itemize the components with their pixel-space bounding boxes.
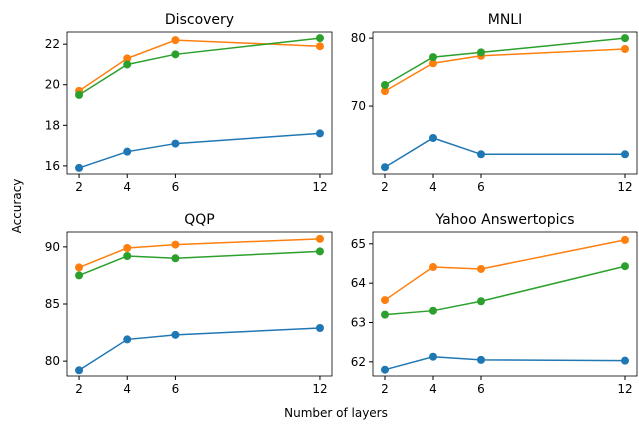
x-tick-label: 2 xyxy=(381,180,389,194)
point xyxy=(75,366,84,375)
point xyxy=(429,352,437,361)
series-line xyxy=(78,250,320,277)
point xyxy=(171,254,180,263)
y-tick-label: 22 xyxy=(45,37,60,51)
series-line xyxy=(384,37,626,86)
x-tick-label: 6 xyxy=(477,382,485,396)
point xyxy=(429,53,437,62)
series-line xyxy=(384,137,625,168)
x-tick-label: 12 xyxy=(312,382,327,396)
point xyxy=(429,306,437,315)
point xyxy=(381,365,389,374)
point xyxy=(477,355,485,364)
point xyxy=(381,163,389,172)
point xyxy=(123,60,132,69)
x-tick-label: 6 xyxy=(477,180,485,194)
point xyxy=(381,80,389,89)
series-line xyxy=(78,132,321,169)
y-tick-label: 63 xyxy=(351,315,366,329)
series-line xyxy=(78,327,320,371)
point xyxy=(315,247,324,256)
x-tick-label: 4 xyxy=(123,180,131,194)
y-tick-label: 20 xyxy=(45,78,60,92)
point xyxy=(123,147,132,156)
point xyxy=(621,150,629,159)
y-tick-label: 65 xyxy=(351,237,366,251)
x-tick-label: 2 xyxy=(381,382,389,396)
point xyxy=(477,297,485,306)
point xyxy=(123,54,132,63)
point xyxy=(621,235,629,244)
point xyxy=(315,34,324,43)
series-line xyxy=(78,37,321,96)
axes-frame xyxy=(372,231,638,377)
y-tick-label: 90 xyxy=(45,240,60,254)
y-tick-label: 70 xyxy=(351,99,366,113)
point xyxy=(381,296,389,305)
point xyxy=(171,139,180,148)
point xyxy=(381,310,389,319)
x-tick-label: 4 xyxy=(429,180,437,194)
axes-frame xyxy=(66,231,333,377)
x-tick-label: 12 xyxy=(617,382,632,396)
point xyxy=(171,240,180,249)
point xyxy=(315,324,324,332)
axes-frame xyxy=(66,31,333,175)
y-tick-label: 80 xyxy=(351,31,366,45)
point xyxy=(315,129,324,138)
point xyxy=(621,44,629,53)
chart-title: Yahoo Answertopics xyxy=(434,212,574,228)
point xyxy=(477,150,485,159)
point xyxy=(315,42,324,51)
point xyxy=(381,87,389,96)
point xyxy=(315,234,324,243)
point xyxy=(429,133,437,142)
series-line xyxy=(78,39,320,92)
chart-title: QQP xyxy=(184,212,214,228)
point xyxy=(477,48,485,57)
x-tick-label: 4 xyxy=(123,382,131,396)
point xyxy=(123,252,132,260)
point xyxy=(123,335,132,344)
point xyxy=(171,50,180,59)
chart-title: MNLI xyxy=(488,12,522,28)
y-tick-label: 64 xyxy=(351,276,366,290)
point xyxy=(171,330,180,339)
point xyxy=(477,264,485,273)
point xyxy=(75,263,84,272)
axes-frame xyxy=(372,31,638,175)
x-axis-label: Number of layers xyxy=(284,406,388,420)
point xyxy=(171,36,180,45)
point xyxy=(75,90,84,99)
y-tick-label: 85 xyxy=(45,297,60,311)
x-tick-label: 2 xyxy=(75,180,83,194)
point xyxy=(429,263,437,272)
x-tick-label: 6 xyxy=(172,180,180,194)
x-tick-label: 12 xyxy=(312,180,327,194)
point xyxy=(75,271,84,280)
series-line xyxy=(384,239,626,301)
series-line xyxy=(78,238,320,269)
point xyxy=(123,244,132,252)
series-line xyxy=(384,355,626,371)
y-axis-label: Accuracy xyxy=(10,179,24,234)
y-tick-label: 62 xyxy=(351,355,366,369)
chart-title: Discovery xyxy=(165,12,234,28)
point xyxy=(429,59,437,68)
y-tick-label: 80 xyxy=(45,354,60,368)
point xyxy=(621,356,629,365)
point xyxy=(621,34,629,43)
x-tick-label: 4 xyxy=(429,382,437,396)
x-tick-label: 2 xyxy=(75,382,83,396)
y-tick-label: 18 xyxy=(45,118,60,132)
point xyxy=(621,262,629,271)
x-tick-label: 12 xyxy=(617,180,632,194)
y-tick-label: 16 xyxy=(45,159,60,173)
series-line xyxy=(384,265,626,316)
series-line xyxy=(384,48,626,92)
point xyxy=(75,163,84,172)
x-tick-label: 6 xyxy=(172,382,180,396)
